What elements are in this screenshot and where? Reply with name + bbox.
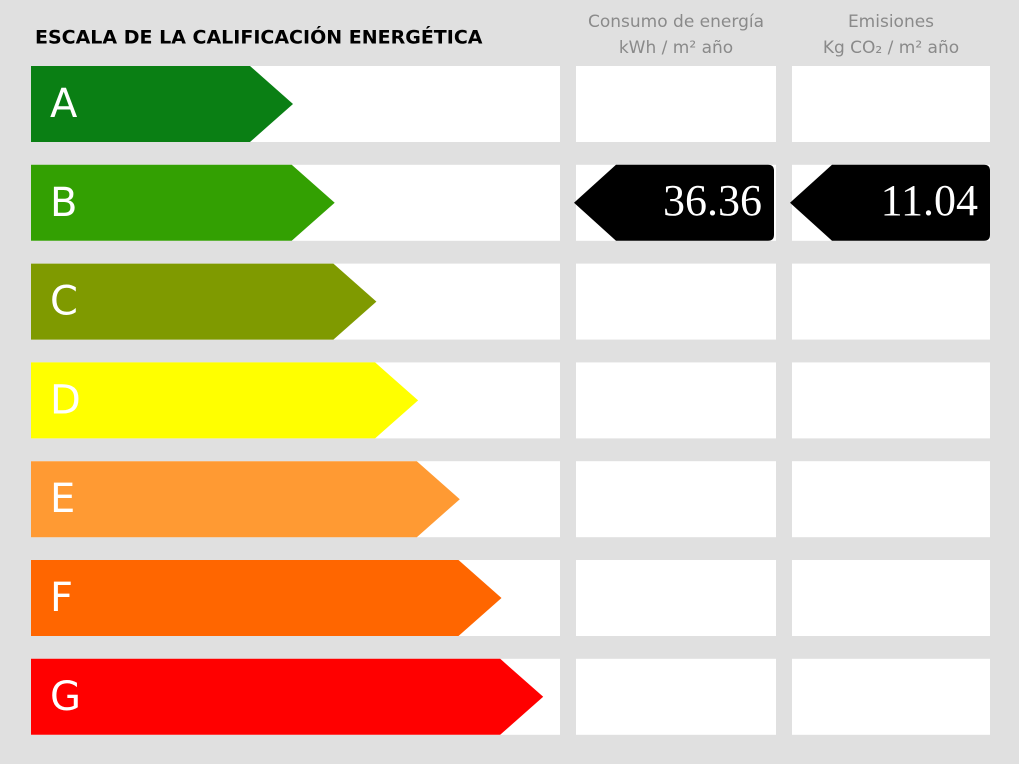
grade-arrow [31,164,335,241]
value-arrow [790,164,990,241]
grade-arrow [31,263,377,340]
value-label: 36.36 [663,176,762,225]
emissions-cell [792,658,990,735]
grade-letter: G [50,674,81,720]
emissions-cell [792,263,990,340]
value-arrow [574,164,774,241]
consumption-cell [576,362,776,439]
grade-letter: C [50,279,78,325]
consumption-cell [576,658,776,735]
title: ESCALA DE LA CALIFICACIÓN ENERGÉTICA [35,25,483,49]
column-unit: Kg CO₂ / m² año [823,38,959,58]
consumption-cell [576,263,776,340]
grade-letter: E [50,476,75,522]
column-unit: kWh / m² año [619,38,733,58]
consumption-cell [576,560,776,636]
grade-arrow [31,362,419,439]
grade-letter: A [50,81,78,127]
grade-letter: F [50,575,73,621]
emissions-cell [792,66,990,142]
grade-arrow [31,461,460,538]
emissions-cell [792,362,990,439]
column-header: Emisiones [848,12,934,32]
emissions-cell [792,461,990,538]
value-label: 11.04 [881,176,978,225]
grade-letter: B [50,180,77,226]
consumption-cell [576,461,776,538]
consumption-cell [576,66,776,142]
grade-arrow [31,658,544,735]
grade-letter: D [50,377,81,423]
column-header: Consumo de energía [588,12,764,32]
emissions-cell [792,560,990,636]
grade-arrow [31,66,293,142]
grade-arrow [31,560,502,636]
